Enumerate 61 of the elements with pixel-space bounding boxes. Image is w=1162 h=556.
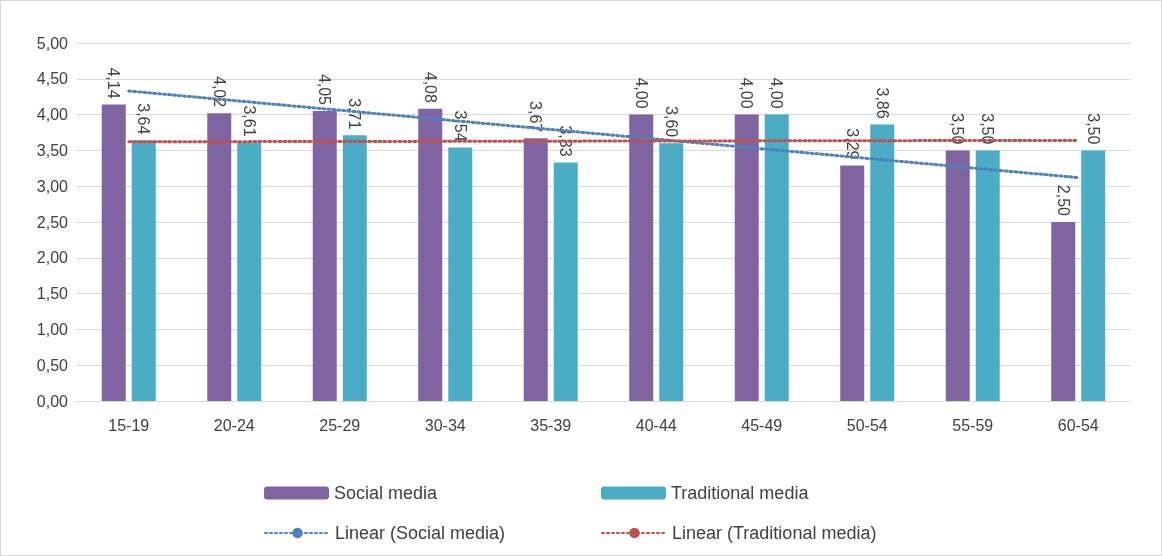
bar bbox=[131, 140, 156, 401]
data-label: 3,60 bbox=[662, 106, 680, 138]
bar bbox=[1051, 222, 1076, 401]
y-tick-label: 3,50 bbox=[36, 141, 69, 159]
data-label: 3,54 bbox=[451, 110, 469, 142]
bar bbox=[418, 108, 443, 401]
y-tick-label: 1,00 bbox=[36, 320, 69, 338]
data-label: 2,50 bbox=[1054, 184, 1072, 217]
data-label: 3,64 bbox=[135, 103, 153, 135]
x-tick-label: 20-24 bbox=[213, 416, 255, 434]
bar bbox=[945, 150, 970, 401]
data-label: 3,86 bbox=[873, 87, 891, 119]
legend-label: Linear (Traditional media) bbox=[672, 523, 877, 543]
data-label: 4,05 bbox=[316, 73, 334, 106]
bar bbox=[237, 142, 262, 401]
x-tick-label: 25-29 bbox=[319, 416, 361, 434]
y-tick-label: 2,50 bbox=[36, 213, 69, 231]
bar bbox=[342, 135, 367, 401]
bar bbox=[101, 104, 126, 401]
x-tick-label: 35-39 bbox=[530, 416, 572, 434]
legend-label: Linear (Social media) bbox=[335, 523, 506, 543]
x-tick-label: 30-34 bbox=[424, 416, 466, 434]
x-tick-label: 55-59 bbox=[952, 416, 994, 434]
bar bbox=[523, 138, 548, 401]
y-tick-label: 4,50 bbox=[36, 70, 69, 88]
y-tick-label: 3,00 bbox=[36, 177, 69, 195]
x-tick-label: 15-19 bbox=[108, 416, 150, 434]
legend-label: Traditional media bbox=[671, 483, 810, 503]
data-label: 3,50 bbox=[949, 113, 967, 145]
bar bbox=[448, 147, 473, 401]
bar bbox=[734, 114, 759, 401]
data-label: 4,14 bbox=[105, 67, 123, 99]
bar bbox=[553, 162, 578, 401]
data-label: 4,08 bbox=[421, 71, 439, 103]
bar bbox=[207, 113, 232, 401]
y-tick-label: 0,00 bbox=[36, 392, 69, 410]
bar bbox=[629, 114, 654, 401]
y-tick-label: 5,00 bbox=[36, 34, 69, 52]
data-label: 3,50 bbox=[1084, 113, 1102, 145]
bar bbox=[975, 150, 1000, 401]
y-tick-label: 4,00 bbox=[36, 106, 69, 124]
data-label: 3,50 bbox=[979, 113, 997, 145]
data-label: 4,00 bbox=[738, 77, 756, 109]
legend-label: Social media bbox=[334, 483, 439, 503]
data-label: 4,00 bbox=[768, 77, 786, 109]
x-tick-label: 60-54 bbox=[1057, 416, 1099, 434]
y-tick-label: 2,00 bbox=[36, 249, 69, 267]
bar bbox=[312, 111, 337, 401]
bar bbox=[659, 143, 684, 401]
y-tick-label: 0,50 bbox=[36, 356, 69, 374]
x-tick-label: 40-44 bbox=[635, 416, 677, 434]
bar bbox=[764, 114, 789, 401]
bar bbox=[1081, 150, 1106, 401]
x-tick-label: 50-54 bbox=[846, 416, 888, 434]
x-tick-label: 45-49 bbox=[741, 416, 783, 434]
data-label: 3,61 bbox=[240, 105, 258, 137]
bar bbox=[840, 165, 865, 401]
y-tick-label: 1,50 bbox=[36, 285, 69, 303]
bar bbox=[870, 124, 895, 401]
data-label: 3,71 bbox=[346, 98, 364, 130]
data-label: 4,00 bbox=[632, 77, 650, 109]
